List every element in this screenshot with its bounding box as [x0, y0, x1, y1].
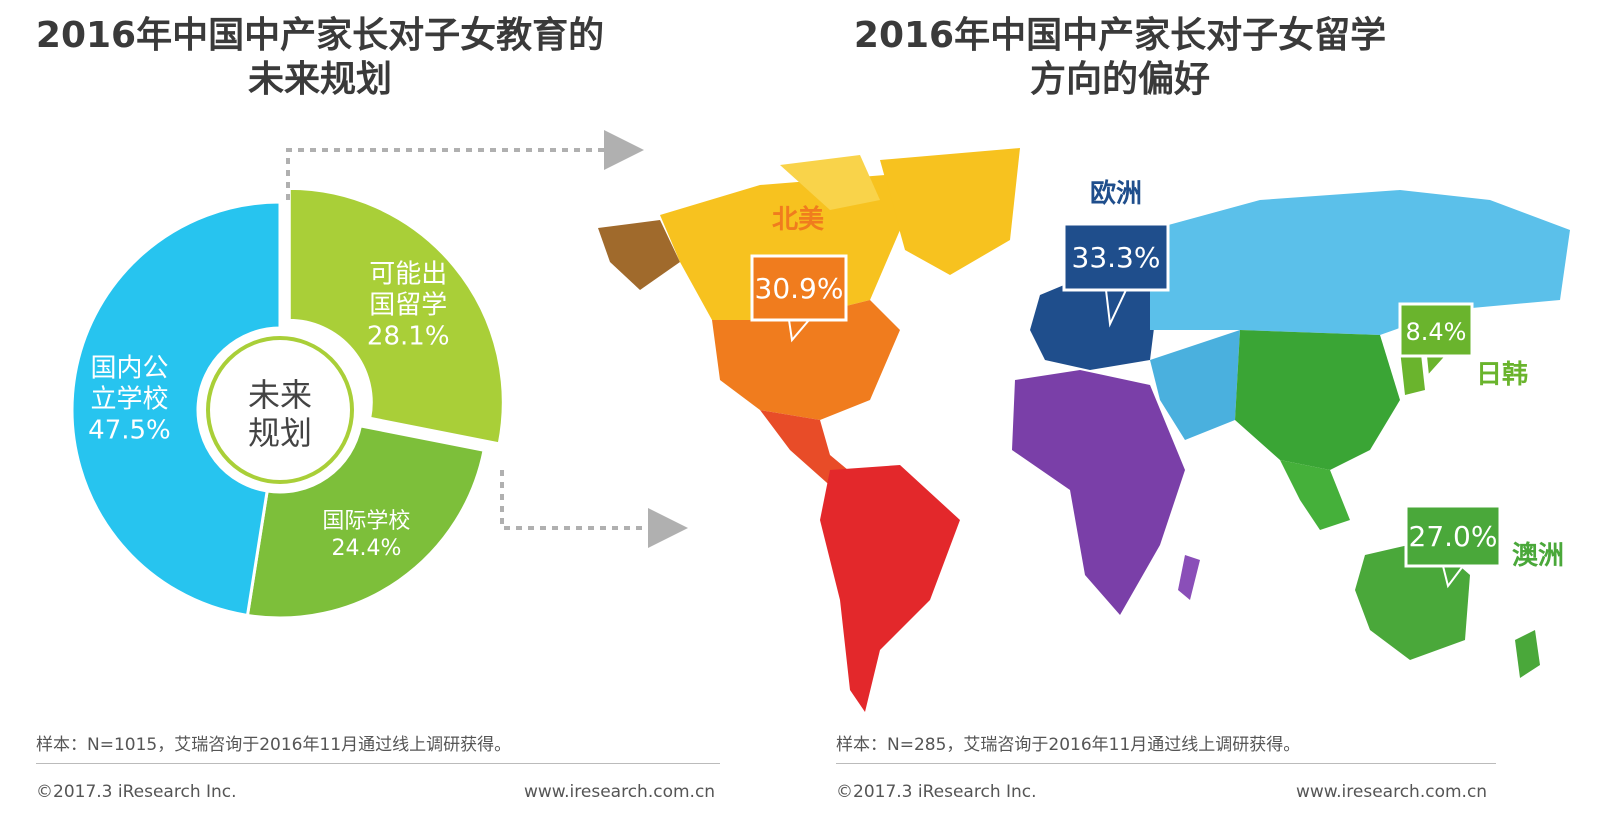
region-label: 日韩 [1476, 360, 1528, 390]
map-canada-islands [780, 155, 880, 210]
connector-arrow-top [286, 130, 644, 200]
callout-1: 30.9% 北美 [750, 204, 848, 343]
donut-slice-3 [70, 200, 282, 618]
donut-label-3: 国内公立学校 47.5% [88, 353, 171, 445]
map-australia [1355, 540, 1470, 660]
right-copyright: ©2017.3 iResearch Inc. [836, 782, 1037, 802]
left-sample-note: 样本：N=1015，艾瑞咨询于2016年11月通过线上调研获得。 [36, 735, 512, 755]
donut-slice-1 [287, 186, 505, 446]
left-copyright: ©2017.3 iResearch Inc. [36, 782, 237, 802]
callout-4: 27.0% 澳洲 [1404, 504, 1564, 589]
donut-label-1: 可能出国留学 28.1% [367, 260, 450, 352]
callout-2: 33.3% 欧洲 [1062, 178, 1170, 328]
right-divider [836, 763, 1496, 764]
callout-3: 8.4% 日韩 [1398, 302, 1528, 390]
map-middle-east [1150, 330, 1240, 440]
left-title-line-2: 未来规划 [247, 59, 392, 100]
donut-center-ring [206, 336, 354, 484]
map-alaska [598, 220, 680, 290]
callout-box [1398, 302, 1474, 358]
right-website: www.iresearch.com.cn [1296, 782, 1488, 802]
callout-value: 33.3% [1072, 241, 1161, 274]
donut-center [202, 332, 358, 488]
callout-value: 27.0% [1409, 520, 1498, 553]
region-label: 北美 [772, 204, 824, 235]
map-south-america [820, 465, 960, 712]
donut-chart: 可能出国留学 28.1% 国际学校 24.4% 国内公立学校 47.5% 未来规划 [70, 186, 505, 620]
callout-box [1062, 222, 1170, 292]
callout-value: 8.4% [1406, 318, 1467, 346]
callout-pointer [1424, 355, 1449, 379]
map-china-region [1235, 330, 1400, 470]
right-title-line-2: 方向的偏好 [1029, 59, 1210, 100]
callout-value: 30.9% [755, 272, 844, 305]
right-title-line-1: 2016年中国中产家长对子女留学 [853, 15, 1387, 56]
left-title-line-1: 2016年中国中产家长对子女教育的 [35, 15, 605, 56]
map-madagascar [1178, 555, 1200, 600]
region-label: 澳洲 [1512, 541, 1564, 571]
arrow-connectors [286, 130, 688, 548]
map-usa [712, 300, 900, 420]
connector-arrow-bottom [500, 470, 688, 548]
map-greenland [880, 148, 1020, 275]
map-russia [1150, 190, 1570, 335]
region-label: 欧洲 [1090, 178, 1142, 209]
right-chart-title: 2016年中国中产家长对子女留学 方向的偏好 [840, 14, 1400, 102]
left-website: www.iresearch.com.cn [524, 782, 716, 802]
map-callouts: 30.9% 北美 33.3% 欧洲 8.4% 日韩 27.0% 澳洲 [750, 178, 1564, 589]
map-southeast-asia [1280, 460, 1350, 530]
map-africa [1012, 370, 1185, 615]
right-sample-note: 样本：N=285，艾瑞咨询于2016年11月通过线上调研获得。 [836, 735, 1301, 755]
donut-center-label: 未来规划 [248, 376, 312, 452]
callout-box [750, 254, 848, 322]
callout-box [1404, 504, 1502, 568]
donut-label-2: 国际学校 24.4% [322, 509, 410, 561]
left-chart-title: 2016年中国中产家长对子女教育的 未来规划 [20, 14, 620, 102]
left-divider [36, 763, 720, 764]
map-new-zealand [1515, 630, 1540, 678]
donut-slice-2 [245, 424, 486, 620]
map-europe [1030, 270, 1160, 370]
